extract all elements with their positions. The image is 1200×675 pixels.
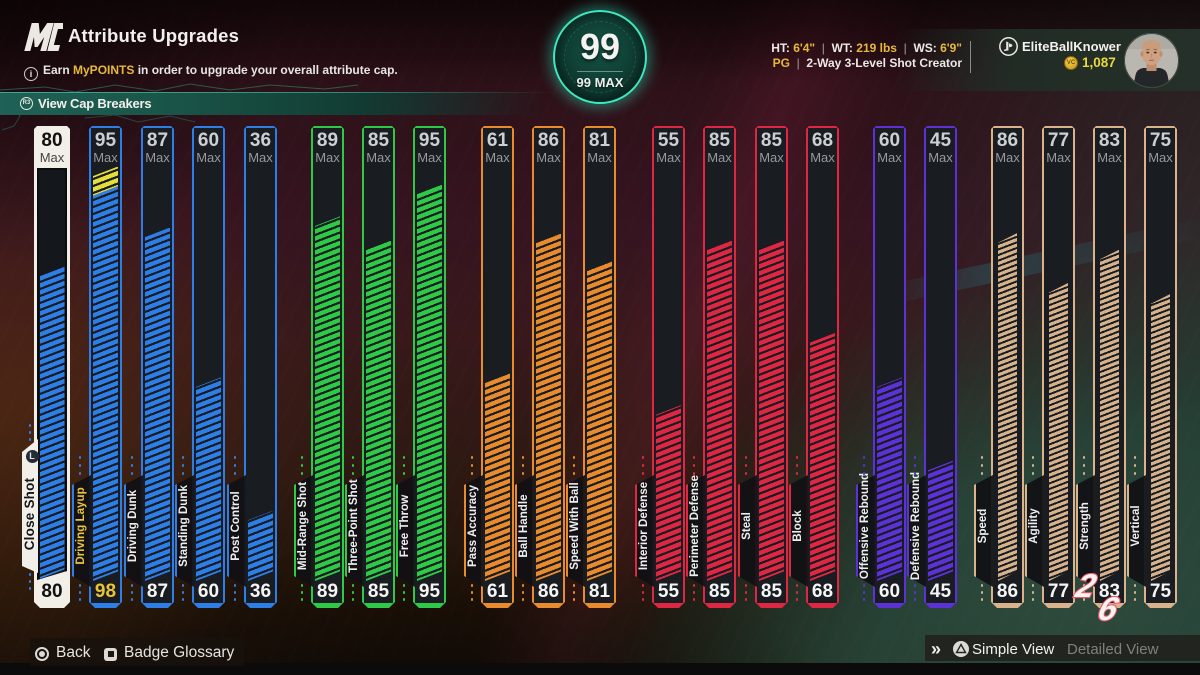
svg-text:2: 2 <box>1071 569 1100 605</box>
svg-text:6: 6 <box>1094 592 1122 628</box>
